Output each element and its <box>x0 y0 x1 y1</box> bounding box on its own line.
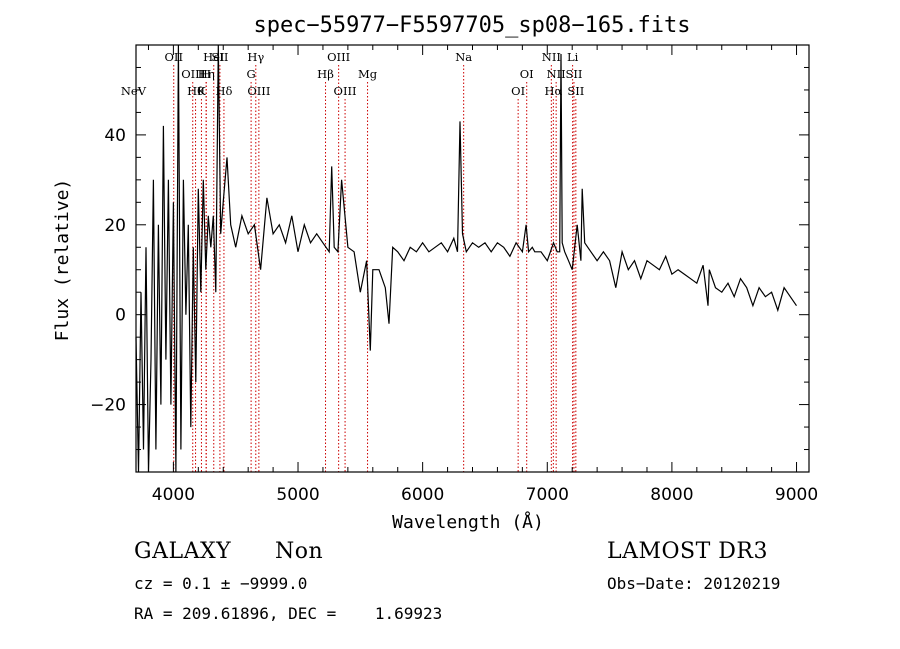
x-tick-label: 6000 <box>401 485 444 505</box>
emission-line-markers <box>173 65 577 472</box>
emission-line-label: SII <box>211 50 228 64</box>
emission-line-label: NII <box>547 67 566 81</box>
x-tick-label: 4000 <box>152 485 195 505</box>
emission-line-label: OI <box>520 67 534 81</box>
emission-line-label: Li <box>567 50 579 64</box>
y-tick-label: 20 <box>104 216 126 236</box>
chart-title: spec−55977−F5597705_sp08−165.fits <box>253 13 690 38</box>
emission-line-label: Hβ <box>317 67 334 81</box>
emission-line-label: K <box>197 84 206 98</box>
emission-line-label: H <box>201 67 211 81</box>
x-axis: 4000 5000 6000 7000 8000 9000 <box>147 45 818 505</box>
emission-line-label: NeV <box>121 84 147 98</box>
object-class: GALAXY <box>134 539 232 564</box>
ra-dec: RA = 209.61896, DEC = 1.69923 <box>134 604 443 623</box>
x-tick-label: 5000 <box>276 485 319 505</box>
emission-line-label: OI <box>511 84 525 98</box>
emission-line-label: NII <box>542 50 561 64</box>
y-tick-label: 40 <box>104 126 126 146</box>
observation-date: Obs−Date: 20120219 <box>607 574 781 593</box>
x-tick-label: 8000 <box>650 485 693 505</box>
x-tick-label: 9000 <box>775 485 818 505</box>
emission-line-label: OIII <box>334 84 357 98</box>
emission-line-label: OIII <box>181 67 204 81</box>
y-tick-label: −20 <box>90 396 126 416</box>
emission-line-label: Hη <box>198 67 215 81</box>
emission-line-label: Hα <box>544 84 562 98</box>
x-tick-label: 7000 <box>526 485 569 505</box>
emission-line-label: Na <box>455 50 472 64</box>
emission-line-label: OIII <box>327 50 350 64</box>
redshift-cz: cz = 0.1 ± −9999.0 <box>134 574 308 593</box>
emission-line-label: Hγ <box>247 50 264 64</box>
plot-frame <box>135 44 810 473</box>
spectrum-series-line <box>135 44 797 473</box>
y-axis: −20 0 20 40 <box>90 66 809 451</box>
emission-line-label: SII <box>567 84 584 98</box>
emission-line-label: HeI <box>203 50 224 64</box>
emission-line-label: Mg <box>358 67 378 81</box>
x-axis-label: Wavelength (Å) <box>392 511 544 533</box>
y-tick-label: 0 <box>115 306 126 326</box>
y-axis-label: Flux (relative) <box>52 179 73 342</box>
emission-line-label: Hθ <box>187 84 204 98</box>
emission-line-label: OIII <box>247 84 270 98</box>
emission-line-label: Hδ <box>215 84 232 98</box>
object-subclass: Non <box>275 539 324 564</box>
emission-line-label: SII <box>565 67 582 81</box>
emission-line-label: G <box>247 67 256 81</box>
survey-name: LAMOST DR3 <box>607 539 768 564</box>
